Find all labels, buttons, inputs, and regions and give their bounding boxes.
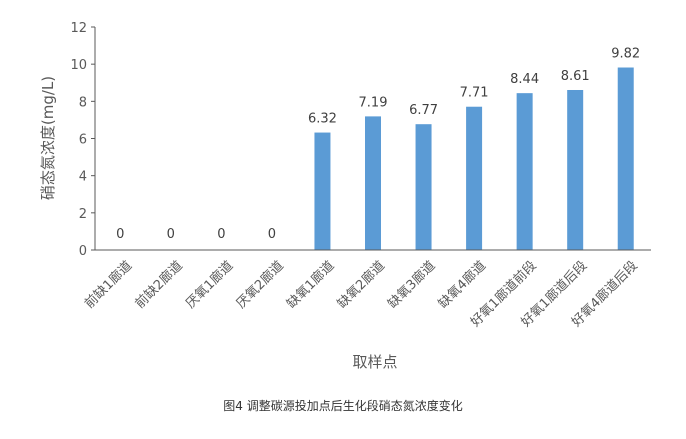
y-tick-label: 2 <box>79 207 87 222</box>
data-label: 0 <box>217 227 225 242</box>
bar <box>415 124 432 250</box>
y-axis: 0 2 4 6 8 10 12 <box>70 21 96 259</box>
x-axis: 前缺1廊道前缺2廊道厌氧1廊道厌氧2廊道缺氧1廊道缺氧2廊道缺氧3廊道缺氧4廊道… <box>81 249 651 330</box>
x-tick-label: 缺氧1廊道 <box>284 258 338 312</box>
y-axis-title: 硝态氮浓度(mg/L) <box>39 76 57 200</box>
data-label: 8.61 <box>561 69 590 84</box>
bar <box>567 89 584 250</box>
bar <box>314 132 331 250</box>
data-label: 0 <box>167 227 175 242</box>
data-label: 9.82 <box>611 47 640 62</box>
x-tick-label: 缺氧3廊道 <box>385 258 439 312</box>
x-tick-label: 缺氧4廊道 <box>435 258 489 312</box>
x-tick-label: 厌氧1廊道 <box>182 258 236 312</box>
y-tick-label: 12 <box>70 21 87 36</box>
x-tick-label: 前缺1廊道 <box>81 258 135 312</box>
data-label: 0 <box>268 227 276 242</box>
data-label: 8.44 <box>510 72 539 87</box>
data-label: 0 <box>116 227 124 242</box>
data-label: 7.19 <box>359 95 388 110</box>
x-tick-label: 前缺2廊道 <box>132 258 186 312</box>
y-tick-label: 4 <box>79 170 87 185</box>
bars <box>314 67 634 251</box>
bar <box>466 106 483 250</box>
data-label: 7.71 <box>460 86 489 101</box>
data-labels: 0 0 0 0 6.32 7.19 6.77 7.71 8.44 8.61 9.82 <box>116 47 640 242</box>
x-tick-label: 缺氧2廊道 <box>334 258 388 312</box>
x-axis-title: 取样点 <box>352 353 397 371</box>
figure-caption: 图4 调整碳源投加点后生化段硝态氮浓度变化 <box>223 399 463 413</box>
bar <box>617 67 634 251</box>
data-label: 6.32 <box>308 112 337 127</box>
bar <box>365 116 381 250</box>
y-tick-label: 6 <box>79 133 87 148</box>
data-label: 6.77 <box>409 103 438 118</box>
bar <box>516 93 533 250</box>
y-tick-label: 10 <box>70 58 87 73</box>
y-tick-label: 8 <box>79 95 87 110</box>
y-tick-label: 0 <box>79 244 87 259</box>
x-tick-label: 厌氧2廊道 <box>233 258 287 312</box>
